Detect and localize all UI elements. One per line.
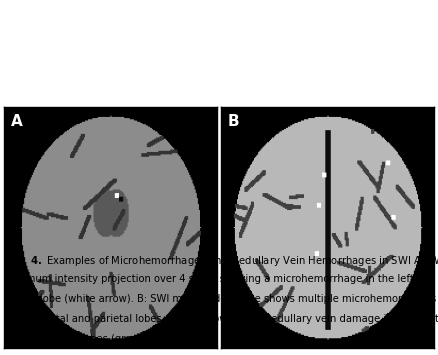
Text: frontal lobe (white arrow). B: SWI magnitude image shows multiple microhemorrhag: frontal lobe (white arrow). B: SWI magni… — [4, 294, 437, 304]
Text: B: B — [228, 114, 239, 129]
Text: minimum intensity projection over 4 slices showing a microhemorrhage in the left: minimum intensity projection over 4 slic… — [4, 274, 414, 284]
Text: and left frontal lobes (gray arrows).: and left frontal lobes (gray arrows). — [4, 334, 181, 344]
Text: A: A — [11, 114, 22, 129]
Text: $\bf{Fig.\ 4.}$ Examples of Microhemorrhages and Medullary Vein Hemorrhages in S: $\bf{Fig.\ 4.}$ Examples of Microhemorrh… — [4, 255, 438, 268]
Text: in the frontal and parietal lobes (white arrows) and medullary vein damage in th: in the frontal and parietal lobes (white… — [4, 314, 438, 324]
